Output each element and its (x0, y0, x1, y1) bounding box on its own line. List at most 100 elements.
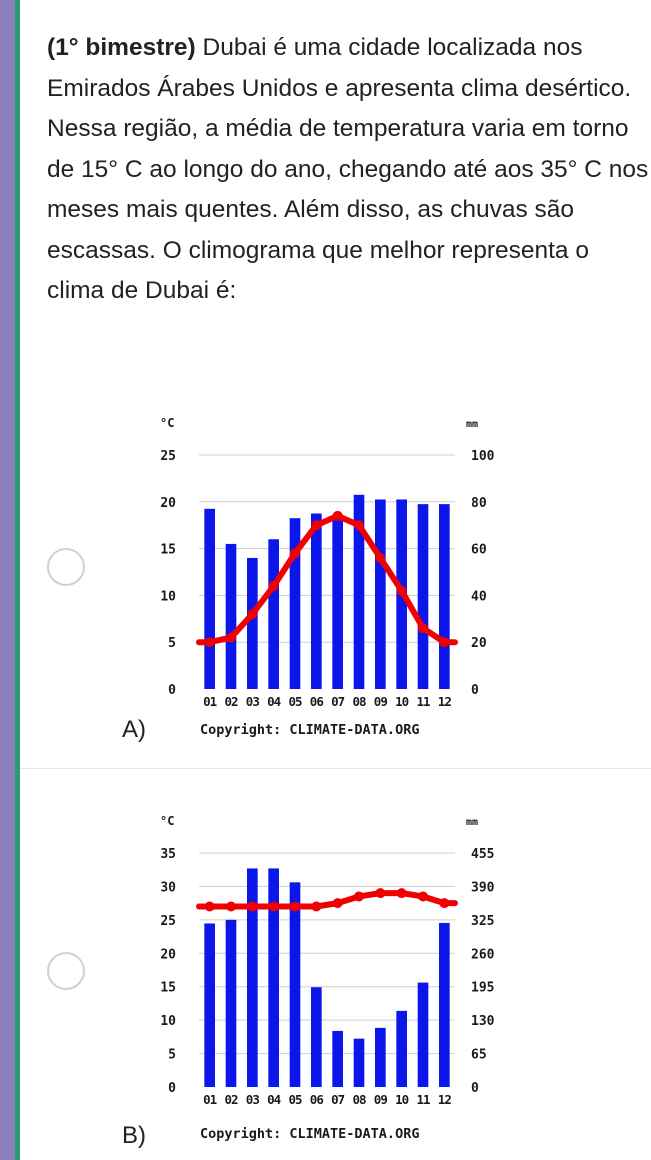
precip-bar (375, 499, 386, 689)
month-label: 11 (416, 694, 430, 709)
precip-bar (353, 494, 365, 689)
temperature-line (196, 890, 458, 910)
temperature-line (196, 512, 458, 646)
temperature-point (418, 891, 428, 902)
question-prefix: (1° bimestre) (47, 34, 196, 61)
month-label: 09 (374, 1092, 388, 1107)
option-a-copyright: Copyright: CLIMATE-DATA.ORG (200, 722, 420, 738)
left-tick-label: 15 (160, 981, 176, 996)
question-body: Dubai é uma cidade localizada nos Emirad… (47, 34, 649, 304)
right-tick-label: 130 (471, 1014, 495, 1029)
temperature-point (396, 585, 407, 596)
month-label: 07 (331, 694, 345, 709)
right-tick-label: 40 (471, 589, 487, 604)
precip-bar (247, 868, 258, 1087)
left-tick-label: 0 (168, 1081, 176, 1096)
right-tick-label: 100 (471, 449, 495, 464)
temperature-point (226, 632, 236, 643)
temperature-point (204, 901, 215, 912)
temperature-point (418, 623, 428, 634)
temperature-point (311, 520, 322, 531)
month-label: 07 (331, 1092, 345, 1107)
precip-bar (247, 557, 258, 689)
precip-bar (439, 922, 450, 1087)
right-tick-label: 455 (471, 847, 494, 862)
right-tick-label: 195 (471, 981, 494, 996)
month-label: 04 (267, 1092, 281, 1107)
option-b-letter: B) (122, 1122, 146, 1149)
precip-bar (225, 543, 237, 689)
right-tick-label: 390 (471, 880, 495, 895)
left-tick-label: 5 (168, 1048, 176, 1063)
right-tick-label: 60 (471, 543, 487, 558)
right-tick-label: 260 (471, 947, 495, 962)
right-tick-label: 0 (471, 1081, 479, 1096)
month-label: 12 (438, 694, 452, 709)
precip-bar (289, 882, 301, 1087)
left-tick-label: 5 (168, 636, 176, 651)
option-divider (20, 768, 651, 769)
question-text: (1° bimestre) Dubai é uma cidade localiz… (47, 28, 651, 312)
left-tick-label: 10 (160, 1014, 176, 1029)
option-a-radio[interactable] (47, 548, 85, 586)
right-tick-label: 80 (471, 496, 487, 511)
option-b-copyright: Copyright: CLIMATE-DATA.ORG (200, 1126, 420, 1142)
precip-bar (311, 513, 322, 689)
left-tick-label: 20 (160, 496, 176, 511)
month-label: 06 (310, 694, 324, 709)
left-axis-unit: °C (160, 814, 174, 828)
precip-bar (439, 504, 450, 689)
month-label: 04 (267, 694, 281, 709)
month-label: 12 (438, 1092, 452, 1107)
month-label: 10 (395, 694, 409, 709)
right-tick-label: 20 (471, 636, 487, 651)
temperature-point (354, 520, 364, 531)
precip-bar (204, 923, 215, 1087)
precip-bar (417, 504, 429, 689)
left-tick-label: 20 (160, 947, 176, 962)
precip-bar (332, 1030, 343, 1087)
temperature-point (439, 637, 450, 648)
temperature-point (247, 609, 258, 620)
precip-bar (332, 518, 343, 689)
month-label: 03 (246, 694, 260, 709)
precip-bar (311, 987, 322, 1087)
month-label: 02 (224, 1092, 238, 1107)
right-tick-label: 0 (471, 683, 479, 698)
option-b-climate-chart: °C mm051015202530350651301952603253904550… (160, 814, 495, 1107)
temperature-point (311, 901, 322, 912)
right-axis-unit: mm (466, 817, 478, 828)
precip-bar (268, 539, 279, 689)
month-label: 10 (395, 1092, 409, 1107)
left-tick-label: 30 (160, 880, 176, 895)
left-tick-label: 25 (160, 914, 176, 929)
left-tick-label: 25 (160, 449, 176, 464)
temperature-point (375, 888, 386, 899)
temperature-point (375, 552, 386, 563)
left-accent-bar (0, 0, 15, 1160)
precip-bar (289, 518, 301, 689)
temperature-point (332, 898, 343, 909)
option-a-letter: A) (122, 716, 146, 743)
temperature-point (354, 891, 364, 902)
precip-bar (417, 982, 429, 1087)
month-label: 05 (288, 694, 302, 709)
precip-bar (396, 1010, 407, 1087)
temperature-point (290, 548, 300, 559)
left-tick-label: 0 (168, 683, 176, 698)
month-label: 02 (224, 694, 238, 709)
month-label: 08 (352, 694, 366, 709)
left-axis-unit: °C (160, 416, 174, 430)
month-label: 05 (288, 1092, 302, 1107)
temperature-point (204, 637, 215, 648)
temperature-point (268, 901, 279, 912)
precip-bar (204, 508, 215, 689)
right-tick-label: 65 (471, 1048, 487, 1063)
left-tick-label: 10 (160, 589, 176, 604)
temperature-point (396, 888, 407, 899)
option-b-radio[interactable] (47, 952, 85, 990)
precip-bar (353, 1038, 365, 1087)
left-tick-label: 15 (160, 543, 176, 558)
temperature-point (332, 510, 343, 521)
